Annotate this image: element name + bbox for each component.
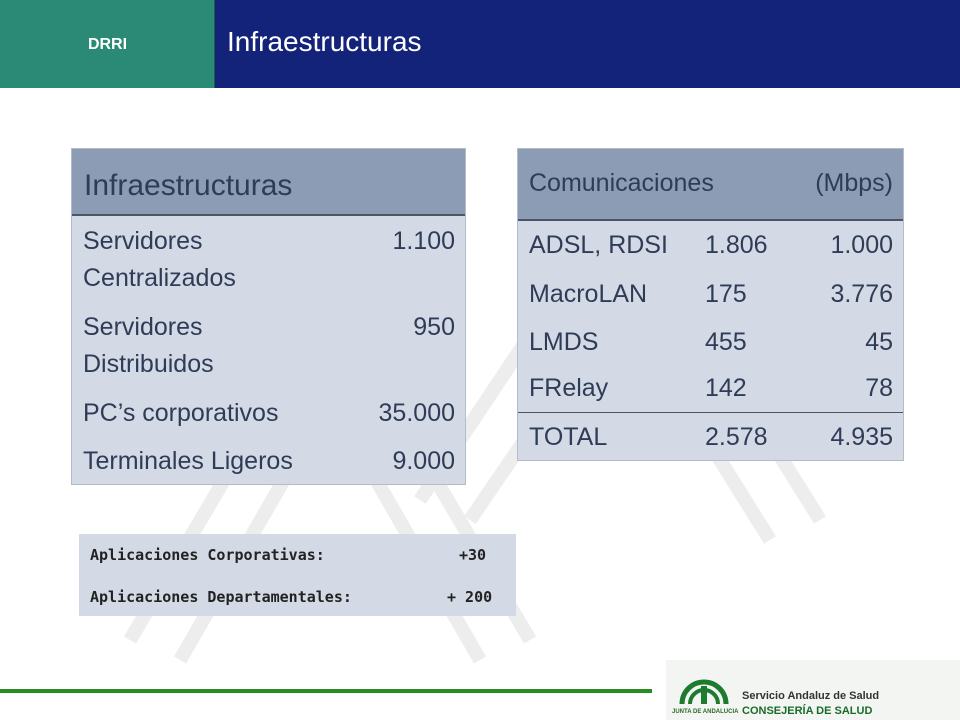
link-name: ADSL, RDSI: [529, 231, 668, 259]
infrastructure-table-title: Infraestructuras: [84, 169, 293, 202]
communications-table-unit: (Mbps): [815, 169, 893, 197]
communications-table-header: Comunicaciones (Mbps): [518, 149, 903, 221]
communications-table: Comunicaciones (Mbps) ADSL, RDSI 1.806 1…: [517, 148, 904, 461]
departmental-apps-label: Aplicaciones Departamentales:: [90, 588, 352, 606]
footer-rule: [0, 689, 652, 693]
row-label: PC’s corporativos: [83, 399, 279, 427]
link-col1: 455: [705, 328, 747, 356]
section-label: DRRI: [87, 36, 128, 53]
infrastructure-table: Infraestructuras Servidores Centralizado…: [71, 148, 466, 485]
link-col1: 175: [705, 280, 747, 308]
applications-summary: Aplicaciones Corporativas: +30 Aplicacio…: [79, 534, 516, 616]
total-divider: [518, 412, 903, 413]
link-name: LMDS: [529, 328, 599, 356]
org-department: CONSEJERÍA DE SALUD: [742, 705, 873, 717]
link-col2: 78: [865, 374, 893, 402]
link-name: FRelay: [529, 374, 609, 402]
departmental-apps-value: + 200: [447, 588, 493, 606]
title-bar: Infraestructuras: [215, 0, 960, 88]
row-value: 9.000: [392, 447, 455, 475]
row-value: 1.100: [392, 227, 455, 255]
link-col2: 45: [865, 328, 893, 356]
row-label: Servidores Centralizados: [83, 227, 236, 292]
logo-caption: JUNTA DE ANDALUCIA: [672, 709, 739, 715]
section-badge: DRRI: [0, 0, 215, 88]
org-name: Servicio Andaluz de Salud: [742, 690, 880, 702]
total-label: TOTAL: [529, 423, 608, 451]
link-col1: 1.806: [705, 231, 768, 259]
total-col1: 2.578: [705, 423, 768, 451]
link-col2: 1.000: [830, 231, 893, 259]
link-col1: 142: [705, 374, 747, 402]
corporate-apps-value: +30: [459, 546, 487, 564]
link-name: MacroLAN: [529, 280, 648, 308]
row-value: 35.000: [378, 399, 455, 427]
row-value: 950: [413, 313, 455, 341]
total-col2: 4.935: [830, 423, 893, 451]
infrastructure-table-header: Infraestructuras: [72, 149, 465, 216]
junta-andalucia-emblem-icon: [679, 679, 729, 705]
corporate-apps-label: Aplicaciones Corporativas:: [90, 546, 325, 564]
organization-logo: JUNTA DE ANDALUCIA Servicio Andaluz de S…: [666, 660, 960, 720]
link-col2: 3.776: [830, 280, 893, 308]
communications-table-title: Comunicaciones: [529, 169, 714, 197]
row-label: Servidores Distribuidos: [83, 313, 214, 378]
row-label: Terminales Ligeros: [83, 447, 293, 475]
page-title: Infraestructuras: [227, 26, 422, 57]
